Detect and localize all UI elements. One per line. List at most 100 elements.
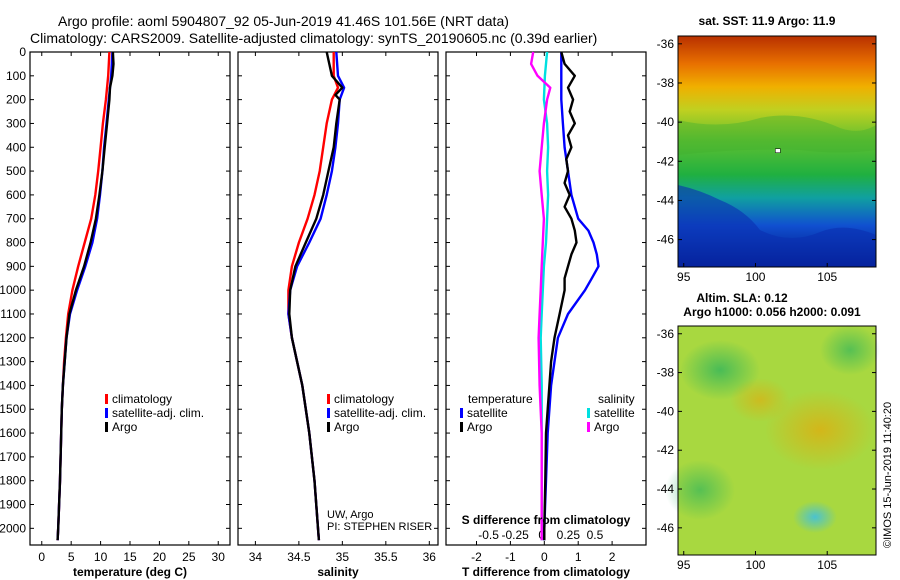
- legend-label-t-argo: Argo: [467, 420, 493, 434]
- sla-feature: [793, 501, 837, 533]
- legend-title-salinity: salinity: [598, 392, 635, 406]
- sla-feature: [665, 460, 735, 520]
- legend-title-temperature: temperature: [468, 392, 533, 406]
- series-line-argo: [56, 51, 115, 541]
- map-y-tick-label: -42: [657, 443, 675, 457]
- map-y-tick-label: -38: [657, 366, 675, 380]
- depth-tick-label: 1700: [0, 450, 26, 464]
- depth-tick-label: 1200: [0, 331, 26, 345]
- x-tick-label: -1: [505, 550, 516, 564]
- depth-tick-label: 0: [19, 45, 26, 59]
- salinity-plot-frame: [237, 51, 439, 546]
- legend-swatch-t-satellite: [460, 408, 463, 418]
- x-tick-label: 36: [423, 550, 437, 564]
- sst-front: [678, 115, 876, 155]
- sla-feature: [730, 378, 790, 422]
- salinity-series: [287, 51, 346, 541]
- sla-map-title: Altim. SLA: 0.12: [696, 291, 788, 305]
- x-tick-label: 15: [123, 550, 137, 564]
- depth-tick-label: 1400: [0, 378, 26, 392]
- depth-tick-label: 300: [6, 116, 26, 130]
- map-x-tick-label: 95: [677, 558, 691, 572]
- map-y-tick-label: -40: [657, 404, 675, 418]
- legend-label-argo: Argo: [334, 420, 360, 434]
- sst-map-title: sat. SST: 11.9 Argo: 11.9: [699, 14, 836, 28]
- x-tick-label: 0: [541, 550, 548, 564]
- x-tick-label: 34.5: [287, 550, 311, 564]
- map-y-tick-label: -36: [657, 37, 675, 51]
- map-x-tick-label: 105: [817, 558, 837, 572]
- legend-swatch-s-argo: [587, 422, 590, 432]
- t-difference-x-label: T difference from climatology: [462, 565, 630, 579]
- x-tick-label: 5: [68, 550, 75, 564]
- sla-map-frame: [677, 325, 877, 556]
- map-y-tick-label: -36: [657, 327, 675, 341]
- x-tick-label: -2: [471, 550, 482, 564]
- depth-axis: 0 100 200 300 400 500 600 700 800 900 1000 1100 1200…: [0, 45, 646, 535]
- legend-swatch-t-argo: [460, 422, 463, 432]
- legend-label-argo: Argo: [112, 420, 138, 434]
- series-line-climatology: [56, 51, 111, 541]
- argo-position-marker: [775, 148, 781, 153]
- sla-feature: [820, 325, 880, 375]
- difference-series: [529, 51, 600, 541]
- salinity-x-axis: 34 34.5 35 35.5 36: [249, 52, 437, 564]
- temperature-series: [56, 51, 115, 541]
- depth-tick-label: 1500: [0, 402, 26, 416]
- legend-swatch-satellite: [327, 408, 330, 418]
- map-x-tick-label: 100: [745, 558, 765, 572]
- legend-label-climatology: climatology: [112, 392, 172, 406]
- depth-tick-label: 1300: [0, 355, 26, 369]
- legend-label-s-argo: Argo: [594, 420, 620, 434]
- x-tick-label: 30: [212, 550, 226, 564]
- series-line-s-argo: [529, 51, 552, 541]
- map-x-tick-label: 100: [745, 270, 765, 284]
- sst-map: [677, 35, 877, 268]
- map-x-tick-label: 95: [677, 270, 691, 284]
- map-y-tick-label: -46: [657, 233, 675, 247]
- legend-label-satellite: satellite-adj. clim.: [334, 406, 426, 420]
- depth-tick-label: 800: [6, 236, 26, 250]
- x-tick-label: 20: [153, 550, 167, 564]
- sla-map-axes: 95 100 105 -36 -38 -40 -42 -44 -46: [657, 327, 876, 572]
- map-y-tick-label: -42: [657, 154, 675, 168]
- legend-label-t-satellite: satellite: [467, 406, 508, 420]
- map-y-tick-label: -46: [657, 521, 675, 535]
- sla-map: [665, 325, 880, 556]
- depth-tick-label: 1600: [0, 426, 26, 440]
- salinity-x-label: salinity: [317, 565, 359, 579]
- series-line-argo: [288, 51, 344, 541]
- s-tick-label: 0.5: [587, 528, 604, 542]
- depth-tick-label: 1000: [0, 283, 26, 297]
- x-tick-label: 35: [336, 550, 350, 564]
- legend-swatch-argo: [327, 422, 330, 432]
- legend-label-satellite: satellite-adj. clim.: [112, 406, 204, 420]
- legend-label-climatology: climatology: [334, 392, 394, 406]
- x-tick-label: 35.5: [374, 550, 398, 564]
- sst-cold-water: [678, 185, 876, 267]
- series-line-t-satellite: [543, 52, 600, 541]
- x-tick-label: 10: [94, 550, 108, 564]
- series-line-t-argo: [543, 51, 578, 541]
- s-difference-x-label: S difference from climatology: [462, 513, 631, 527]
- s-tick-label: 0.25: [557, 528, 581, 542]
- legend-swatch-climatology: [327, 394, 330, 404]
- pi-annotation: PI: STEPHEN RISER: [327, 521, 432, 533]
- temperature-x-axis: 0 5 10 15 20 25 30: [38, 52, 225, 564]
- depth-tick-label: 1800: [0, 474, 26, 488]
- depth-tick-label: 700: [6, 212, 26, 226]
- depth-tick-label: 500: [6, 164, 26, 178]
- map-y-tick-label: -38: [657, 76, 675, 90]
- legend-swatch-argo: [105, 422, 108, 432]
- x-tick-label: 34: [249, 550, 263, 564]
- s-tick-label: -0.25: [501, 528, 529, 542]
- x-tick-label: 1: [575, 550, 582, 564]
- legend-label-s-satellite: satellite: [594, 406, 635, 420]
- depth-tick-label: 900: [6, 259, 26, 273]
- depth-tick-label: 1900: [0, 498, 26, 512]
- sst-map-axes: 95 100 105 -36 -38 -40 -42 -44 -46: [657, 37, 876, 284]
- imos-credit: ©IMOS 15-Jun-2019 11:40:20: [882, 402, 894, 548]
- depth-tick-label: 400: [6, 140, 26, 154]
- series-line-satellite-adj-clim-: [56, 51, 114, 541]
